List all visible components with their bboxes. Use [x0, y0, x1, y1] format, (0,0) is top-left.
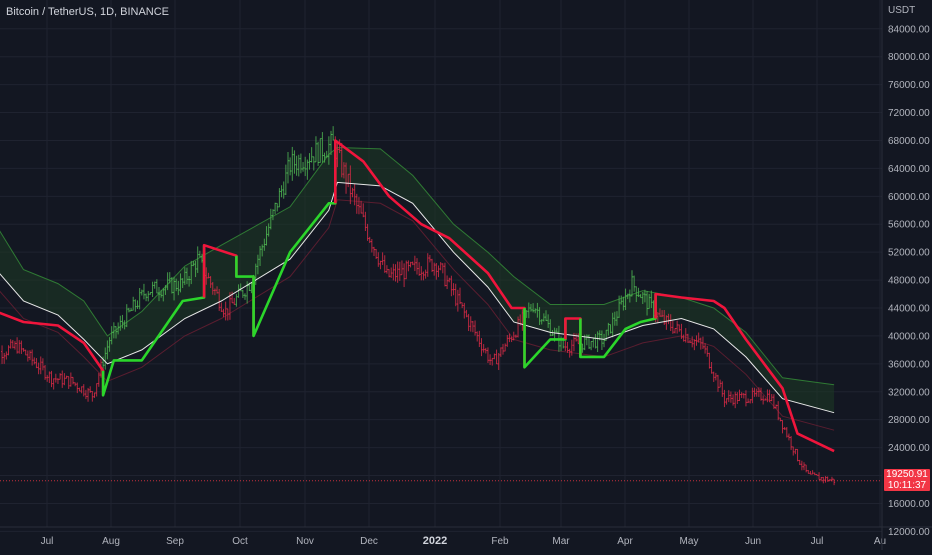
last-price-tag: 19250.91 10:11:37 — [884, 469, 930, 491]
bar-countdown: 10:11:37 — [887, 480, 927, 491]
x-tick-label: May — [680, 536, 699, 547]
x-tick-label: Jun — [745, 536, 761, 547]
y-tick-label: 52000.00 — [888, 248, 930, 259]
y-tick-label: 48000.00 — [888, 276, 930, 287]
trail-down-line — [334, 139, 526, 368]
x-tick-label: Aug — [102, 536, 120, 547]
y-tick-label: 24000.00 — [888, 443, 930, 454]
y-tick-label: 76000.00 — [888, 80, 930, 91]
center-line — [0, 181, 835, 414]
x-tick-label: Sep — [166, 536, 184, 547]
x-tick-label: Jul — [41, 536, 54, 547]
x-tick-label: Jul — [811, 536, 824, 547]
y-tick-label: 40000.00 — [888, 331, 930, 342]
y-tick-label: 80000.00 — [888, 52, 930, 63]
band-fill — [0, 147, 835, 413]
x-tick-label: Mar — [552, 536, 570, 547]
y-tick-label: 56000.00 — [888, 220, 930, 231]
indicator-lines — [0, 139, 835, 453]
y-tick-label: 12000.00 — [888, 527, 930, 538]
y-tick-label: 32000.00 — [888, 387, 930, 398]
candles — [1, 126, 836, 486]
y-tick-label: 60000.00 — [888, 192, 930, 203]
x-tick-label: Nov — [296, 536, 314, 547]
x-tick-label: 2022 — [423, 535, 447, 547]
x-tick-label: Dec — [360, 536, 378, 547]
y-tick-label: 16000.00 — [888, 499, 930, 510]
last-price: 19250.91 — [886, 469, 928, 480]
y-tick-label: 68000.00 — [888, 136, 930, 147]
band-area — [0, 146, 835, 431]
y-tick-label: 64000.00 — [888, 164, 930, 175]
x-tick-label: Oct — [232, 536, 248, 547]
y-tick-label: 72000.00 — [888, 108, 930, 119]
currency-label: USDT — [888, 5, 916, 16]
y-tick-label: 28000.00 — [888, 415, 930, 426]
x-tick-label: Apr — [617, 536, 633, 547]
x-tick-label: Au — [874, 536, 886, 547]
trail-down-line — [654, 292, 835, 453]
x-tick-label: Feb — [491, 536, 509, 547]
symbol-title[interactable]: Bitcoin / TetherUS, 1D, BINANCE — [6, 6, 170, 18]
y-tick-label: 84000.00 — [888, 24, 930, 35]
y-tick-label: 44000.00 — [888, 304, 930, 315]
y-tick-label: 36000.00 — [888, 359, 930, 370]
